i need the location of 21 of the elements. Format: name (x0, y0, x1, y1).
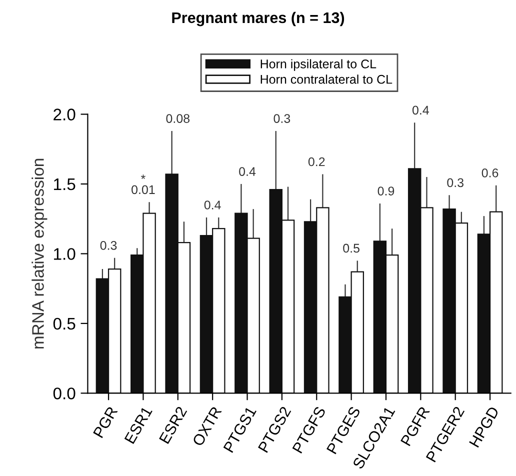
y-tick-label: 0.0 (53, 388, 76, 400)
annotation: 0.5 (343, 244, 360, 253)
annotation: 0.4 (412, 106, 429, 115)
y-tick-label: 0.5 (53, 318, 76, 330)
annotation: 0.6 (482, 168, 498, 178)
legend-label: Horn ipsilateral to CL (260, 59, 376, 71)
annotation: * 0.01 (132, 174, 155, 194)
annotation: 0.3 (274, 114, 290, 123)
annotation: 0.08 (166, 114, 190, 123)
annotation: 0.4 (239, 167, 256, 176)
annotation: 0.3 (100, 241, 117, 250)
annotation: 0.3 (447, 178, 464, 188)
annotation: 0.4 (204, 200, 221, 210)
annotation: 0.2 (308, 157, 325, 166)
y-tick-label: 2.0 (54, 108, 76, 120)
y-tick-label: 1.0 (54, 248, 76, 260)
legend-label: Horn contralateral to CL (260, 74, 392, 84)
chart-title: Pregnant mares (n = 13) (172, 12, 344, 26)
y-tick-label: 1.5 (54, 178, 76, 190)
y-axis-title: mRNA relative expression (32, 158, 48, 348)
annotation: 0.9 (378, 186, 394, 196)
